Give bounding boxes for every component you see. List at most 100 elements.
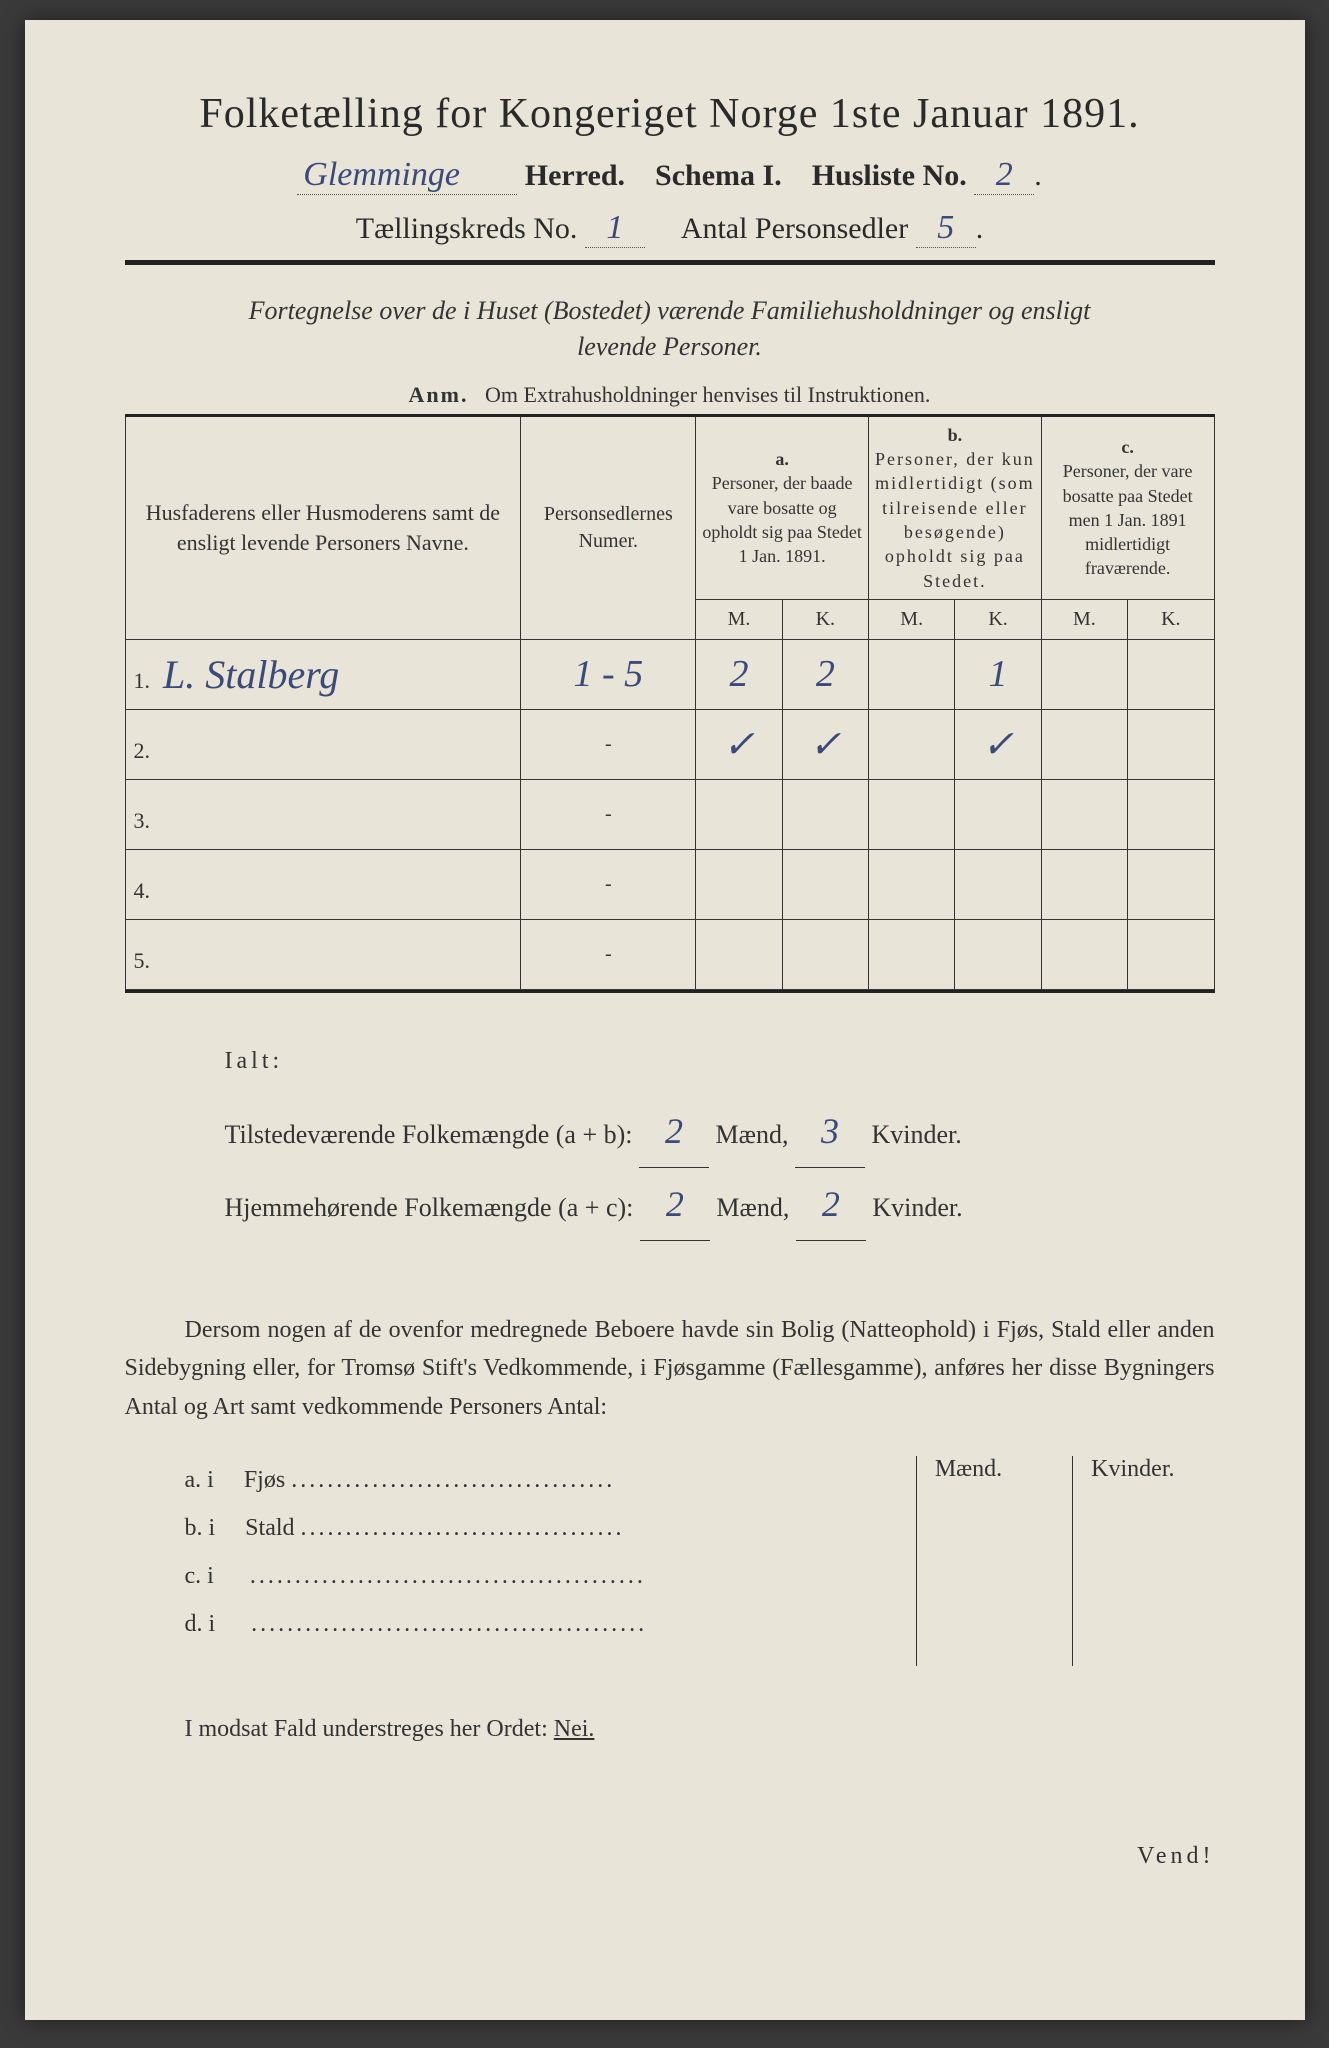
maend-2: Mænd, (716, 1193, 789, 1222)
row-number: 5. (134, 948, 159, 973)
anm-text: Om Extrahusholdninger henvises til Instr… (485, 382, 930, 407)
am-cell: ✓ (696, 709, 782, 779)
maend-col: Mænd. (916, 1456, 1042, 1666)
name-cell: 3. (125, 779, 521, 849)
name-handwritten: L. Stalberg (163, 652, 339, 697)
th-c: c. Personer, der vare bosatte paa Stedet… (1041, 415, 1214, 599)
cm-cell (1041, 709, 1127, 779)
vend-label: Vend! (125, 1843, 1215, 1870)
outbuilding-item: c. i ...................................… (185, 1552, 916, 1600)
ck-cell (1128, 639, 1214, 709)
kvinder-col: Kvinder. (1072, 1456, 1214, 1666)
num-cell: - (521, 919, 696, 989)
th-ck: K. (1128, 599, 1214, 639)
desc-line2: levende Personer. (577, 332, 762, 361)
bk-cell (955, 919, 1041, 989)
present-label: Tilstedeværende Folkemængde (a + b): (225, 1120, 633, 1149)
ak-cell (782, 919, 868, 989)
nei-line: I modsat Fald understreges her Ordet: Ne… (125, 1716, 1215, 1743)
row-number: 4. (134, 878, 159, 903)
table-row: 4. - (125, 849, 1214, 919)
census-form-page: Folketælling for Kongeriget Norge 1ste J… (25, 20, 1305, 2020)
outbuilding-item: b. i Stald .............................… (185, 1504, 916, 1552)
kreds-no: 1 (585, 209, 645, 248)
ak-cell (782, 849, 868, 919)
ck-cell (1128, 709, 1214, 779)
outbuilding-item: d. i ...................................… (185, 1600, 916, 1648)
present-k: 3 (821, 1111, 839, 1151)
am-cell (696, 919, 782, 989)
th-a-text: Personer, der baade vare bosatte og opho… (700, 471, 864, 568)
th-a: a. Personer, der baade vare bosatte og o… (696, 415, 869, 599)
dotted-fill: ........................................… (250, 1563, 646, 1589)
cm-cell (1041, 639, 1127, 709)
bm-cell (869, 709, 955, 779)
item-label: c. i (185, 1563, 214, 1589)
th-b-label: b. (873, 423, 1037, 447)
annotation-line: Anm. Om Extrahusholdninger henvises til … (125, 382, 1215, 408)
am-cell (696, 779, 782, 849)
name-cell: 2. (125, 709, 521, 779)
ialt-label: Ialt: (225, 1037, 1215, 1085)
present-m: 2 (665, 1111, 683, 1151)
kvinder-2: Kvinder. (872, 1193, 962, 1222)
th-names-text: Husfaderens eller Husmoderens samt de en… (134, 488, 513, 567)
resident-m: 2 (666, 1184, 684, 1224)
antal-no: 5 (916, 209, 976, 248)
row-number: 3. (134, 808, 159, 833)
th-am: M. (696, 599, 782, 639)
kvinder-1: Kvinder. (871, 1120, 961, 1149)
num-cell: - (521, 849, 696, 919)
desc-line1: Fortegnelse over de i Huset (Bostedet) v… (249, 296, 1091, 325)
ck-cell (1128, 919, 1214, 989)
th-c-text: Personer, der vare bosatte paa Stedet me… (1046, 459, 1210, 580)
table-row: 2. -✓✓✓ (125, 709, 1214, 779)
rule-top (125, 260, 1215, 265)
am-cell: 2 (696, 639, 782, 709)
dotted-fill: .................................... (301, 1515, 625, 1541)
dotted-fill: .................................... (291, 1467, 615, 1493)
am-cell (696, 849, 782, 919)
bm-cell (869, 639, 955, 709)
anm-label: Anm. (409, 382, 469, 407)
kreds-label: Tællingskreds No. (356, 212, 578, 245)
subtitle-line-2: Tællingskreds No. 1 Antal Personsedler 5… (125, 209, 1215, 248)
item-label: b. i (185, 1515, 216, 1541)
husliste-label: Husliste No. (812, 159, 967, 192)
herred-label: Herred. (525, 159, 625, 192)
cm-cell (1041, 779, 1127, 849)
dotted-fill: ........................................… (251, 1611, 647, 1637)
item-label: a. i (185, 1467, 214, 1493)
nei-text: I modsat Fald understreges her Ordet: (185, 1716, 548, 1742)
bm-cell (869, 779, 955, 849)
bk-cell (955, 779, 1041, 849)
item-label: d. i (185, 1611, 216, 1637)
bm-cell (869, 919, 955, 989)
subtitle-line-1: Glemminge Herred. Schema I. Husliste No.… (125, 156, 1215, 195)
ak-cell (782, 779, 868, 849)
cm-cell (1041, 849, 1127, 919)
table-bottom-rule (125, 990, 1215, 993)
name-cell: 1. L. Stalberg (125, 639, 521, 709)
item-name: Stald (245, 1515, 294, 1541)
table-row: 5. - (125, 919, 1214, 989)
row-number: 1. (134, 668, 159, 693)
cm-cell (1041, 919, 1127, 989)
bk-cell: 1 (955, 639, 1041, 709)
outbuilding-block: a. i Fjøs ..............................… (125, 1456, 1215, 1666)
bk-cell (955, 849, 1041, 919)
ck-cell (1128, 849, 1214, 919)
outbuilding-paragraph: Dersom nogen af de ovenfor medregnede Be… (125, 1311, 1215, 1426)
present-line: Tilstedeværende Folkemængde (a + b): 2 M… (225, 1095, 1215, 1168)
maend-1: Mænd, (716, 1120, 789, 1149)
resident-label: Hjemmehørende Folkemængde (a + c): (225, 1193, 634, 1222)
outbuilding-item: a. i Fjøs ..............................… (185, 1456, 916, 1504)
ak-cell: 2 (782, 639, 868, 709)
bk-cell: ✓ (955, 709, 1041, 779)
th-b: b. Personer, der kun midlertidigt (som t… (869, 415, 1042, 599)
th-c-label: c. (1046, 435, 1210, 459)
herred-handwritten: Glemminge (297, 156, 517, 195)
th-b-text: Personer, der kun midlertidigt (som tilr… (873, 447, 1037, 593)
num-cell: - (521, 779, 696, 849)
row-number: 2. (134, 738, 159, 763)
